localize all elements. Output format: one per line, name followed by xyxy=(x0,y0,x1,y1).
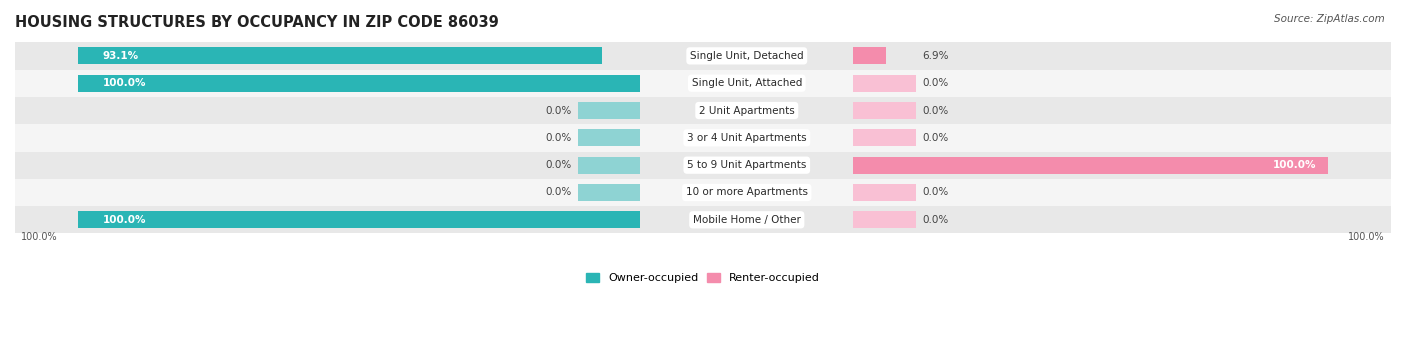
Text: HOUSING STRUCTURES BY OCCUPANCY IN ZIP CODE 86039: HOUSING STRUCTURES BY OCCUPANCY IN ZIP C… xyxy=(15,15,499,30)
Bar xyxy=(15,179,1391,206)
Text: Mobile Home / Other: Mobile Home / Other xyxy=(693,215,801,225)
Bar xyxy=(853,47,886,64)
Text: 6.9%: 6.9% xyxy=(922,51,949,61)
Text: 0.0%: 0.0% xyxy=(546,160,572,170)
Bar xyxy=(578,102,641,119)
Text: Single Unit, Detached: Single Unit, Detached xyxy=(690,51,804,61)
Text: 100.0%: 100.0% xyxy=(103,78,146,88)
Bar xyxy=(15,124,1391,151)
Bar xyxy=(853,129,915,146)
Bar xyxy=(77,75,641,92)
Bar xyxy=(15,97,1391,124)
Text: 0.0%: 0.0% xyxy=(922,105,948,116)
Bar xyxy=(578,129,641,146)
Text: 0.0%: 0.0% xyxy=(922,188,948,197)
Bar xyxy=(578,184,641,201)
Text: 0.0%: 0.0% xyxy=(546,188,572,197)
Bar xyxy=(15,70,1391,97)
Text: Source: ZipAtlas.com: Source: ZipAtlas.com xyxy=(1274,14,1385,24)
Bar xyxy=(77,211,641,228)
Legend: Owner-occupied, Renter-occupied: Owner-occupied, Renter-occupied xyxy=(581,268,825,288)
Text: 3 or 4 Unit Apartments: 3 or 4 Unit Apartments xyxy=(688,133,807,143)
Text: 100.0%: 100.0% xyxy=(103,215,146,225)
Bar xyxy=(77,47,602,64)
Text: 5 to 9 Unit Apartments: 5 to 9 Unit Apartments xyxy=(688,160,807,170)
Text: 0.0%: 0.0% xyxy=(922,133,948,143)
Text: 10 or more Apartments: 10 or more Apartments xyxy=(686,188,808,197)
Text: 0.0%: 0.0% xyxy=(546,105,572,116)
Text: 2 Unit Apartments: 2 Unit Apartments xyxy=(699,105,794,116)
Bar xyxy=(853,211,915,228)
Text: 100.0%: 100.0% xyxy=(21,232,58,242)
Bar xyxy=(15,151,1391,179)
Text: 93.1%: 93.1% xyxy=(103,51,139,61)
Bar xyxy=(853,184,915,201)
Bar xyxy=(853,75,915,92)
Text: 0.0%: 0.0% xyxy=(546,133,572,143)
Text: 100.0%: 100.0% xyxy=(1348,232,1385,242)
Text: 100.0%: 100.0% xyxy=(1272,160,1316,170)
Bar xyxy=(853,157,1329,174)
Bar xyxy=(853,102,915,119)
Text: 0.0%: 0.0% xyxy=(922,215,948,225)
Bar xyxy=(578,157,641,174)
Text: 0.0%: 0.0% xyxy=(922,78,948,88)
Bar xyxy=(15,206,1391,234)
Bar xyxy=(15,42,1391,70)
Text: Single Unit, Attached: Single Unit, Attached xyxy=(692,78,801,88)
